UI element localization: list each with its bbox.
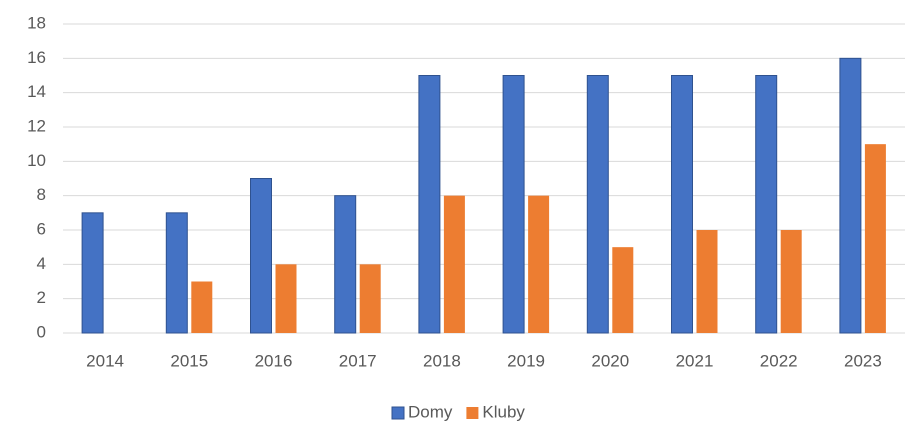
y-tick-label: 8 xyxy=(37,185,46,204)
x-tick-label: 2017 xyxy=(339,351,377,370)
bar xyxy=(165,212,188,334)
y-tick-label: 4 xyxy=(37,254,46,273)
x-tick-label: 2015 xyxy=(170,351,208,370)
bar xyxy=(191,281,213,333)
bar xyxy=(502,75,525,334)
bar xyxy=(755,75,778,334)
legend-label: Kluby xyxy=(482,402,525,421)
y-tick-label: 10 xyxy=(27,151,46,170)
y-tick-label: 2 xyxy=(37,288,46,307)
y-tick-label: 16 xyxy=(27,48,46,67)
bar xyxy=(81,212,104,334)
x-tick-label: 2020 xyxy=(591,351,629,370)
y-tick-label: 0 xyxy=(37,322,46,341)
bar xyxy=(671,75,693,334)
bar xyxy=(586,75,609,334)
bar xyxy=(864,144,886,333)
bar xyxy=(359,264,381,333)
bar xyxy=(250,178,272,334)
bar xyxy=(418,75,441,334)
y-tick-label: 18 xyxy=(27,13,46,32)
y-tick-label: 12 xyxy=(27,116,46,135)
bar xyxy=(275,264,297,333)
bar xyxy=(334,195,357,334)
bar xyxy=(443,195,465,333)
x-tick-label: 2018 xyxy=(423,351,461,370)
x-tick-label: 2019 xyxy=(507,351,545,370)
x-tick-label: 2022 xyxy=(760,351,798,370)
x-tick-label: 2016 xyxy=(255,351,293,370)
bar xyxy=(839,57,862,334)
bar xyxy=(528,195,550,333)
x-tick-label: 2021 xyxy=(676,351,714,370)
legend-label: Domy xyxy=(408,402,453,421)
y-tick-label: 14 xyxy=(27,82,46,101)
legend-swatch xyxy=(391,406,405,420)
x-tick-label: 2023 xyxy=(844,351,882,370)
bar xyxy=(780,230,802,333)
legend-swatch xyxy=(466,407,479,419)
bar xyxy=(612,247,634,333)
y-tick-label: 6 xyxy=(37,219,46,238)
x-tick-label: 2014 xyxy=(86,351,124,370)
bar xyxy=(696,230,718,333)
